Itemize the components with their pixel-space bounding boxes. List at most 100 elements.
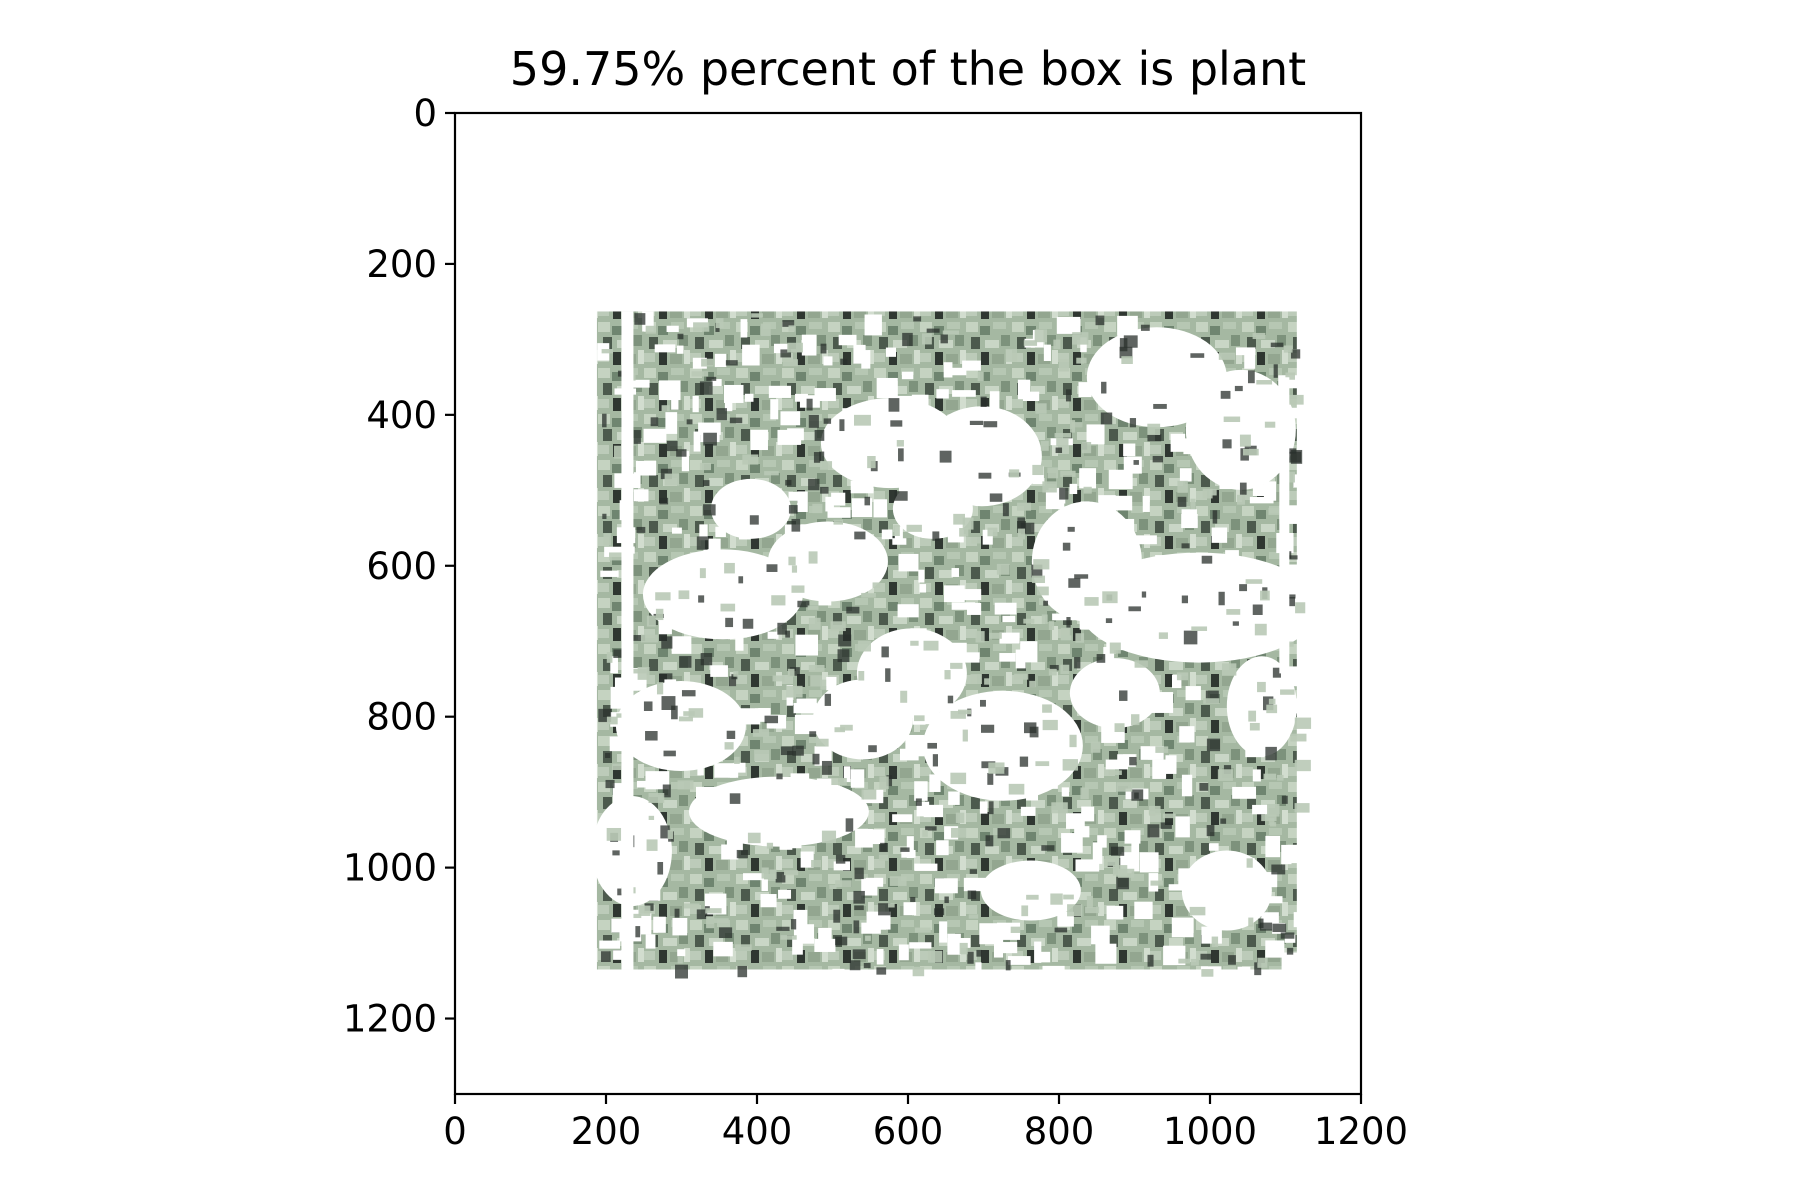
mask-gap — [1142, 495, 1150, 512]
leaf-highlight — [951, 827, 967, 838]
mask-gap — [790, 773, 810, 781]
mask-gap — [936, 840, 949, 856]
shadow-fleck — [846, 606, 860, 614]
leaf-highlight — [968, 914, 979, 919]
shadow-fleck — [849, 960, 861, 971]
shadow-fleck — [978, 472, 992, 479]
mask-gap — [1178, 868, 1190, 886]
leaf-highlight — [693, 322, 710, 332]
leaf-highlight — [1236, 494, 1245, 505]
mask-gap — [1081, 806, 1095, 822]
leaf-highlight — [1226, 609, 1241, 615]
mask-gap — [1092, 842, 1103, 864]
shadow-fleck — [932, 754, 938, 767]
mask-gap — [1265, 940, 1285, 958]
leaf-highlight — [835, 880, 852, 888]
leaf-highlight — [713, 918, 729, 923]
shadow-fleck — [1119, 346, 1133, 359]
leaf-highlight — [1177, 480, 1188, 493]
shadow-fleck — [679, 655, 692, 668]
shadow-fleck — [716, 408, 727, 421]
shadow-fleck — [1286, 597, 1296, 607]
leaf-highlight — [975, 631, 985, 643]
shadow-fleck — [840, 358, 848, 365]
leaf-highlight — [699, 568, 706, 579]
leaf-highlight — [1042, 481, 1057, 493]
mask-gap — [1293, 474, 1310, 488]
mask-gap — [892, 814, 913, 823]
leaf-highlight — [655, 592, 671, 601]
x-tick-label: 0 — [443, 1110, 467, 1153]
mask-gap — [784, 524, 806, 546]
mask-gap — [792, 935, 803, 955]
leaf-highlight — [807, 605, 819, 610]
background-gap — [1181, 850, 1272, 931]
leaf-highlight — [1295, 602, 1306, 614]
mask-gap — [999, 653, 1016, 662]
leaf-highlight — [1072, 332, 1089, 345]
leaf-highlight — [1176, 672, 1189, 681]
leaf-highlight — [1268, 818, 1275, 826]
shadow-fleck — [1290, 349, 1301, 359]
shadow-fleck — [886, 775, 893, 787]
leaf-highlight — [820, 461, 833, 470]
leaf-highlight — [1190, 498, 1196, 510]
shadow-fleck — [1228, 955, 1236, 965]
mask-gap — [1293, 912, 1311, 928]
shadow-fleck — [820, 486, 829, 494]
shadow-fleck — [1041, 845, 1055, 851]
x-axis: 0 200 400 600 800 1000 1200 — [443, 1094, 1408, 1153]
mask-gap — [1080, 501, 1090, 521]
leaf-highlight — [720, 603, 736, 612]
leaf-highlight — [962, 729, 968, 742]
leaf-highlight — [1069, 734, 1077, 748]
leaf-highlight — [601, 349, 614, 354]
mask-gap — [919, 468, 932, 486]
leaf-highlight — [1035, 761, 1050, 767]
leaf-highlight — [786, 685, 803, 698]
leaf-highlight — [962, 517, 974, 530]
leaf-highlight — [910, 640, 919, 646]
shadow-fleck — [766, 564, 778, 572]
mask-gap — [767, 494, 781, 517]
mask-gap — [906, 836, 914, 859]
y-tick-label: 800 — [366, 696, 437, 739]
shadow-fleck — [1199, 782, 1209, 791]
shadow-fleck — [1222, 439, 1232, 449]
mask-gap — [1034, 941, 1042, 963]
leaf-highlight — [1114, 723, 1125, 733]
shadow-fleck — [1181, 543, 1190, 549]
leaf-highlight — [1257, 957, 1268, 968]
shadow-fleck — [1281, 795, 1288, 804]
leaf-highlight — [879, 776, 889, 790]
leaf-highlight — [953, 513, 966, 525]
shadow-fleck — [813, 452, 821, 463]
mask-gap — [1281, 952, 1303, 971]
leaf-highlight — [606, 652, 613, 663]
mask-gap — [874, 716, 886, 732]
mask-gap — [708, 538, 721, 552]
leaf-highlight — [742, 454, 759, 465]
mask-gap — [1296, 844, 1308, 859]
leaf-highlight — [865, 935, 871, 941]
shadow-fleck — [1212, 510, 1218, 524]
mask-gap — [634, 472, 641, 489]
leaf-highlight — [1134, 660, 1148, 668]
mask-gap — [1281, 844, 1292, 865]
leaf-highlight — [1155, 746, 1169, 753]
mask-gap — [801, 334, 817, 356]
leaf-highlight — [1021, 905, 1029, 917]
mask-gap — [676, 345, 684, 354]
mask-gap — [610, 656, 618, 674]
shadow-fleck — [1262, 696, 1274, 711]
leaf-highlight — [1010, 926, 1021, 933]
shadow-fleck — [1206, 825, 1215, 837]
leaf-highlight — [1005, 349, 1018, 362]
leaf-highlight — [808, 664, 825, 672]
leaf-highlight — [1048, 621, 1055, 630]
mask-gap — [664, 679, 677, 698]
leaf-highlight — [829, 884, 837, 890]
shadow-fleck — [698, 595, 705, 603]
shadow-fleck — [1141, 591, 1147, 598]
background-gap — [922, 690, 1083, 801]
